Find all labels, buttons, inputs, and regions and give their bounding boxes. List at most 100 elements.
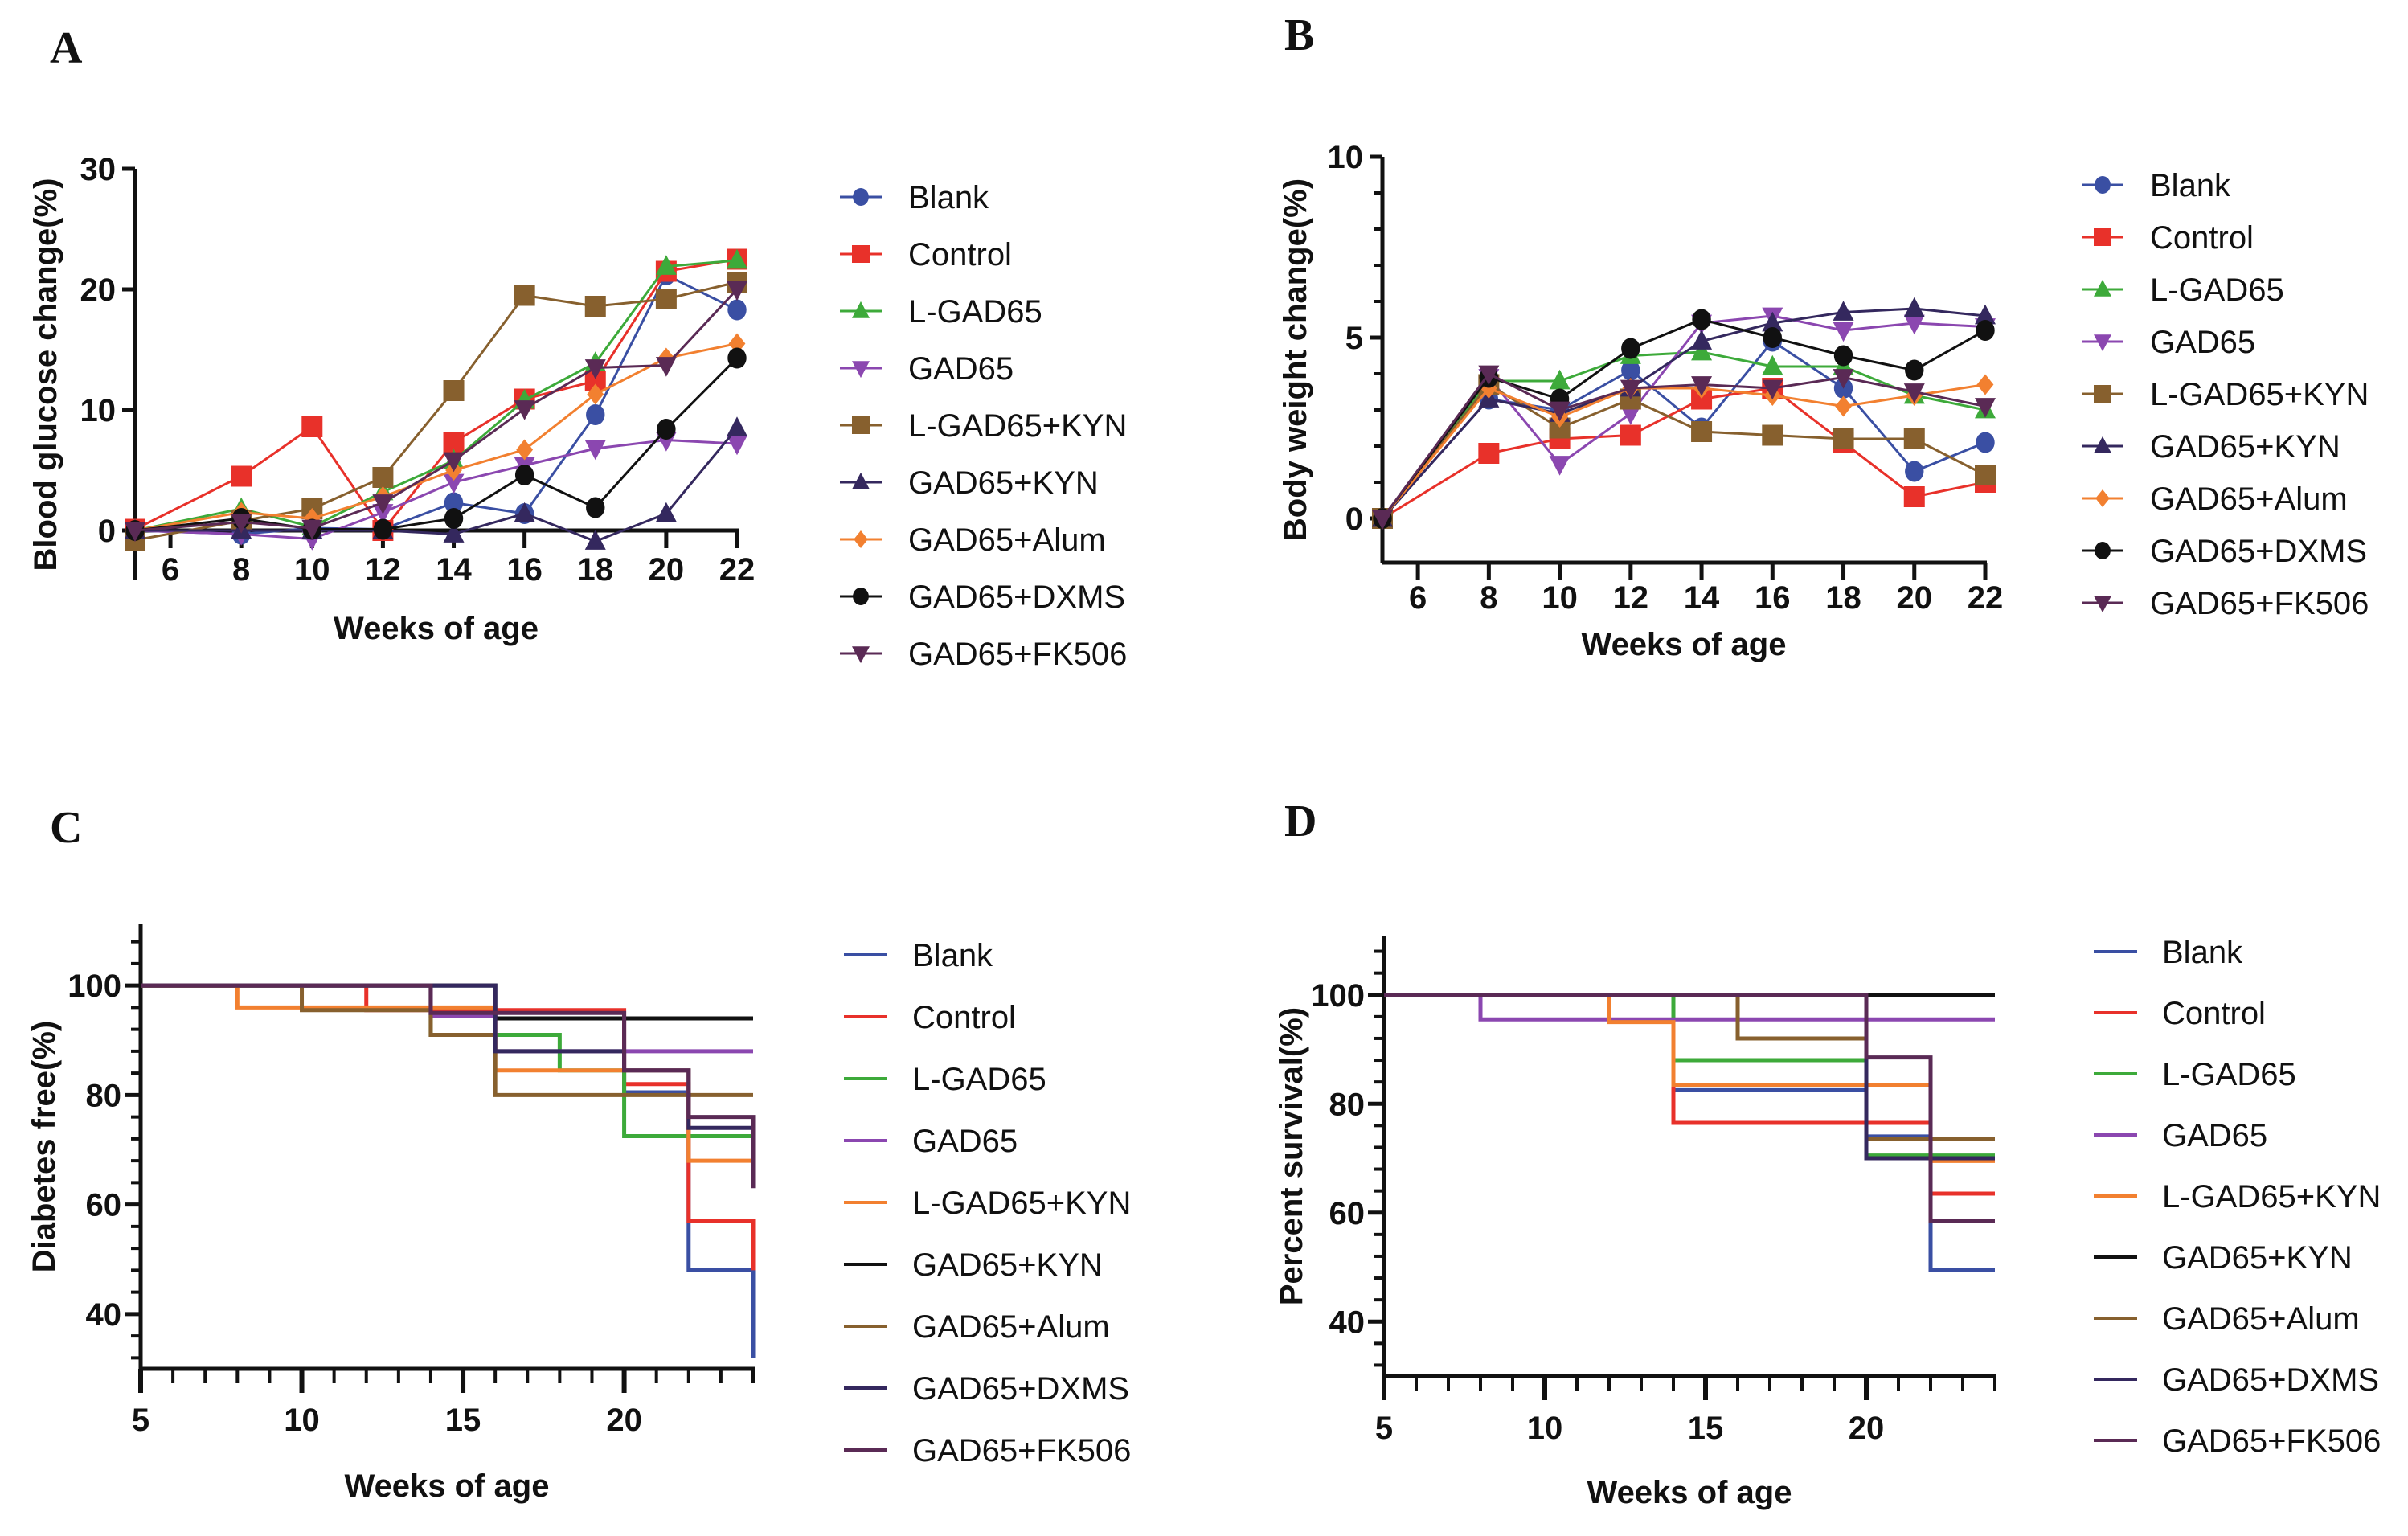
legend-label: GAD65+KYN [912,1247,1103,1283]
data-point [1905,359,1924,381]
data-point [727,281,747,301]
legend-item-gad65-fk506: GAD65+FK506 [840,637,1127,672]
legend-label: L-GAD65 [2150,272,2284,308]
series-control [125,248,747,541]
x-tick-label: 20 [1897,580,1933,616]
x-tick-label: 16 [506,552,543,588]
data-point [584,530,606,550]
legend-label: GAD65+FK506 [912,1433,1131,1468]
km-step-line-blank [141,983,756,1358]
chart-blood-glucose: 6 8 10 12 14 16 18 20 22 0 10 20 30 Weeks of age Blood… [28,152,1127,672]
legend-item-gad65: GAD65 [2094,1118,2267,1153]
data-point [1903,314,1925,335]
legend-label: L-GAD65+KYN [2162,1179,2381,1214]
y-tick-label: 100 [1311,978,1365,1014]
data-point [1835,395,1852,417]
legend-marker-icon [2095,489,2110,507]
data-point [1691,330,1713,350]
data-point [657,419,676,440]
data-point [1621,338,1640,359]
legend-label: GAD65+FK506 [2150,586,2369,621]
x-tick-label: 16 [1755,580,1791,616]
legend-label: L-GAD65+KYN [908,408,1127,444]
km-step-line-gad65 [1384,993,1995,1022]
legend-item-l-gad65: L-GAD65 [840,294,1042,330]
data-point [584,296,606,317]
x-tick-label: 8 [1480,580,1497,616]
data-point [1691,340,1713,361]
series-gad65-dxms [125,347,747,541]
x-tick-label: 8 [232,552,250,588]
legend-marker-icon [852,301,870,318]
data-point [1975,398,1996,418]
legend-label: GAD65 [2162,1118,2267,1153]
x-tick-label: 10 [294,552,330,588]
legend-marker-icon [854,530,868,548]
legend-item-l-gad65-kyn: L-GAD65+KYN [844,1186,1131,1221]
data-point [443,473,465,494]
data-point [655,357,677,377]
km-step-line-gad65-alum [1384,993,1995,1141]
series-control [1372,378,1996,529]
data-point [1478,443,1500,464]
data-point [1975,304,1996,325]
data-point [1903,297,1925,317]
y-tick-label: 60 [1329,1196,1366,1231]
legend-item-gad65-kyn: GAD65+KYN [840,465,1099,501]
data-point [1620,405,1641,425]
series-line-l-gad65-kyn [134,281,738,542]
legend-marker-icon [2095,176,2111,194]
y-tick-label: 40 [86,1297,122,1333]
data-point [727,248,747,269]
legend-item-gad65: GAD65 [840,351,1014,387]
data-point [443,380,465,401]
data-point [1762,379,1783,400]
data-point [1621,359,1640,381]
km-step-line-gad65-alum [141,983,753,1097]
y-tick-label: 30 [80,152,117,187]
legend-marker-icon [2094,596,2111,613]
legend-item-l-gad65-kyn: L-GAD65+KYN [2082,377,2369,412]
legend-label: Control [2162,996,2266,1031]
data-point [1478,365,1500,386]
y-tick-label: 5 [1345,321,1363,356]
legend-marker-icon [852,361,870,379]
legend-marker-icon [852,472,870,489]
series-line-l-gad65 [1381,350,1986,519]
km-step-line-control [141,983,756,1271]
x-tick-label: 5 [1375,1411,1393,1446]
data-point [586,404,605,425]
series-gad65-fk506 [1372,365,1996,530]
y-tick-label: 20 [80,272,117,308]
series-blank [1373,330,1995,529]
km-step-line-gad65-fk506 [1384,993,1995,1223]
data-point [1480,378,1497,399]
legend-label: Control [912,1000,1016,1035]
data-point [1903,383,1925,403]
legend-label: GAD65+Alum [2162,1301,2360,1337]
x-tick-label: 10 [1542,580,1578,616]
km-step-line-blank [1384,993,1995,1272]
legend-item-control: Control [2082,220,2254,256]
legend-marker-icon [2094,385,2111,403]
legend-item-gad65-alum: GAD65+Alum [840,522,1106,558]
data-point [1620,424,1641,446]
x-tick-label: 20 [1849,1411,1885,1446]
legend-marker-icon [853,188,869,206]
legend-label: L-GAD65 [912,1062,1046,1097]
legend-marker-icon [852,646,870,664]
legend-item-l-gad65: L-GAD65 [2082,272,2284,308]
legend-label: L-GAD65+KYN [912,1186,1131,1221]
data-point [514,285,535,306]
legend-item-l-gad65: L-GAD65 [844,1062,1046,1097]
x-tick-label: 22 [1968,580,2004,616]
data-point [655,502,677,522]
x-axis-title: Weeks of age [345,1468,550,1504]
data-point [1833,345,1853,367]
legend-item-control: Control [2094,996,2266,1031]
x-tick-label: 14 [1684,580,1720,616]
legend-marker-icon [853,588,869,605]
series-line-gad65-dxms [134,357,739,532]
data-point [373,518,393,540]
